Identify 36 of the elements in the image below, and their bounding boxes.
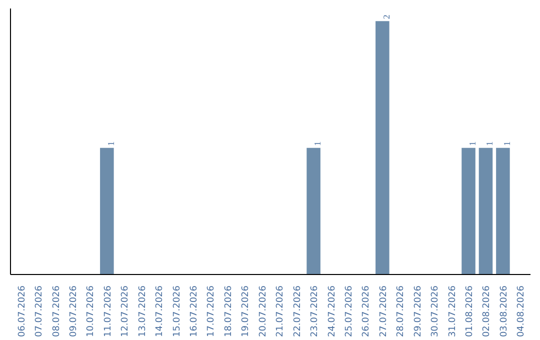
data-label: 1 xyxy=(312,141,323,146)
data-label: 2 xyxy=(381,14,392,20)
x-tick-label: 02.08.2026 xyxy=(482,285,492,338)
x-tick-label: 09.07.2026 xyxy=(68,285,79,338)
x-tick-label: 06.07.2026 xyxy=(17,285,28,338)
x-tick-label: 26.07.2026 xyxy=(362,285,372,338)
x-tick-label: 25.07.2026 xyxy=(344,285,354,338)
x-tick-label: 07.07.2026 xyxy=(34,285,45,338)
x-tick-label: 12.07.2026 xyxy=(120,285,131,338)
x-tick-label: 18.07.2026 xyxy=(224,285,234,338)
data-label: 1 xyxy=(106,141,116,146)
data-label: 1 xyxy=(468,141,478,146)
x-tick-label: 28.07.2026 xyxy=(396,285,406,338)
data-label: 1 xyxy=(502,141,512,146)
x-tick-label: 23.07.2026 xyxy=(310,285,320,338)
x-tick-label: 15.07.2026 xyxy=(172,285,182,338)
data-label: 1 xyxy=(484,141,495,146)
x-tick-label: 29.07.2026 xyxy=(413,285,424,338)
x-tick-label: 04.08.2026 xyxy=(516,285,527,338)
x-tick-label: 22.07.2026 xyxy=(292,285,303,338)
x-tick-label: 01.08.2026 xyxy=(465,285,476,338)
x-tick-label: 31.07.2026 xyxy=(448,285,458,338)
x-tick-label: 14.07.2026 xyxy=(155,285,166,338)
x-tick-label: 19.07.2026 xyxy=(241,285,252,338)
x-tick-label: 11.07.2026 xyxy=(103,285,114,338)
x-tick-label: 03.08.2026 xyxy=(499,285,510,338)
x-tick-label: 20.07.2026 xyxy=(258,285,268,338)
x-tick-label: 13.07.2026 xyxy=(138,285,148,338)
x-tick-label: 16.07.2026 xyxy=(190,285,200,338)
x-tick-label: 21.07.2026 xyxy=(276,285,286,338)
x-tick-label: 24.07.2026 xyxy=(327,285,338,338)
x-tick-label: 10.07.2026 xyxy=(86,285,96,338)
x-tick-label: 27.07.2026 xyxy=(378,285,389,338)
x-tick-label: 30.07.2026 xyxy=(430,285,441,338)
x-tick-label: 08.07.2026 xyxy=(52,285,62,338)
x-tick-label: 17.07.2026 xyxy=(206,285,217,338)
